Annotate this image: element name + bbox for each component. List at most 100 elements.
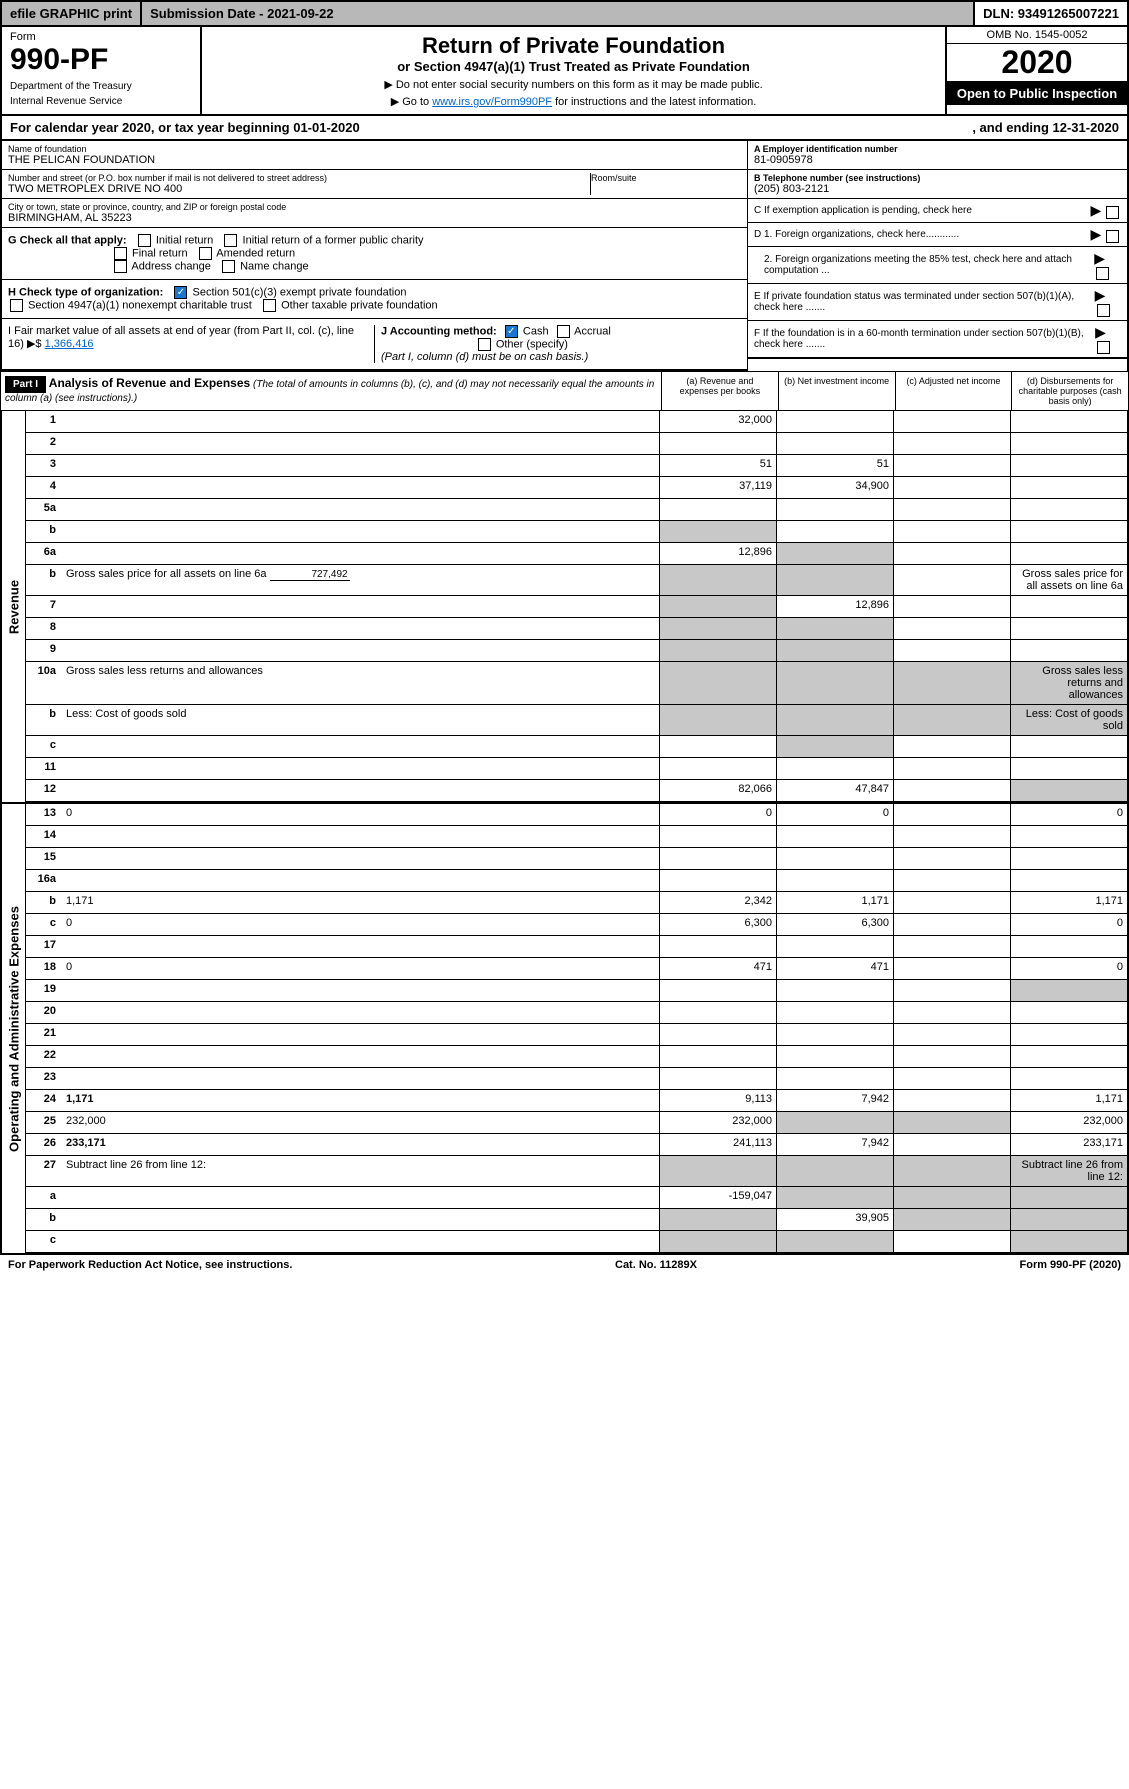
cb-accrual[interactable]: [557, 325, 570, 338]
row-desc: [62, 1187, 659, 1208]
row-num: 3: [26, 455, 62, 476]
cb-cash[interactable]: [505, 325, 518, 338]
cb-c[interactable]: [1106, 206, 1119, 219]
row-desc: 1,171: [62, 1090, 659, 1111]
dept-treasury: Department of the Treasury: [10, 81, 192, 92]
cell-d: 1,171: [1010, 1090, 1127, 1111]
i-value[interactable]: 1,366,416: [45, 338, 94, 350]
expenses-text: Operating and Administrative Expenses: [6, 906, 21, 1152]
cal-right: , and ending 12-31-2020: [972, 120, 1119, 135]
table-row: 6a12,896: [26, 543, 1127, 565]
cell-b: [776, 736, 893, 757]
city-value: BIRMINGHAM, AL 35223: [8, 212, 741, 224]
cell-c: [893, 411, 1010, 432]
row-desc: 0: [62, 958, 659, 979]
row-num: 22: [26, 1046, 62, 1067]
cell-c: [893, 596, 1010, 617]
row-desc: [62, 980, 659, 1001]
tel-value: (205) 803-2121: [754, 183, 1121, 195]
addr-value: TWO METROPLEX DRIVE NO 400: [8, 183, 590, 195]
cb-d2[interactable]: [1096, 267, 1109, 280]
cell-d: Subtract line 26 from line 12:: [1010, 1156, 1127, 1186]
cell-b: [776, 870, 893, 891]
e-row: E If private foundation status was termi…: [748, 284, 1127, 321]
cb-4947[interactable]: [10, 299, 23, 312]
table-row: 10aGross sales less returns and allowanc…: [26, 662, 1127, 705]
cell-c: [893, 1068, 1010, 1089]
cell-c: [893, 1024, 1010, 1045]
dln-label: DLN: 93491265007221: [975, 2, 1127, 25]
cell-b: [776, 499, 893, 520]
cell-c: [893, 914, 1010, 935]
cell-c: [893, 1187, 1010, 1208]
form-note-2: ▶ Go to www.irs.gov/Form990PF for instru…: [208, 95, 939, 108]
row-num: 11: [26, 758, 62, 779]
cell-a: [659, 870, 776, 891]
cb-address[interactable]: [114, 260, 127, 273]
cell-d: [1010, 618, 1127, 639]
cb-f[interactable]: [1097, 341, 1110, 354]
j-label: J Accounting method:: [381, 325, 497, 337]
cell-a: [659, 1209, 776, 1230]
e-arrow-box: ▶: [1095, 287, 1121, 317]
cell-b: [776, 1187, 893, 1208]
cell-a: [659, 499, 776, 520]
footer-right: Form 990-PF (2020): [1020, 1259, 1121, 1271]
h-check-row: H Check type of organization: Section 50…: [2, 280, 747, 319]
efile-label[interactable]: efile GRAPHIC print: [2, 2, 142, 25]
cb-other-acct[interactable]: [478, 338, 491, 351]
cell-a: [659, 1002, 776, 1023]
expenses-rows: 130000141516ab1,1712,3421,1711,171c06,30…: [26, 804, 1127, 1253]
row-num: c: [26, 1231, 62, 1252]
irs-link[interactable]: www.irs.gov/Form990PF: [432, 96, 552, 108]
info-grid: Name of foundation THE PELICAN FOUNDATIO…: [0, 141, 1129, 371]
part1-header-row: Part I Analysis of Revenue and Expenses …: [0, 371, 1129, 411]
table-row: 1282,06647,847: [26, 780, 1127, 802]
table-row: 26233,171241,1137,942233,171: [26, 1134, 1127, 1156]
cell-c: [893, 521, 1010, 542]
cell-a: 9,113: [659, 1090, 776, 1111]
cal-left: For calendar year 2020, or tax year begi…: [10, 120, 972, 135]
cell-b: 0: [776, 804, 893, 825]
cb-initial[interactable]: [138, 234, 151, 247]
cb-e[interactable]: [1097, 304, 1110, 317]
row-desc: Less: Cost of goods sold: [62, 705, 659, 735]
row-num: a: [26, 1187, 62, 1208]
revenue-text: Revenue: [6, 579, 21, 633]
cell-a: [659, 565, 776, 595]
row-num: 20: [26, 1002, 62, 1023]
cell-b: [776, 433, 893, 454]
h-label: H Check type of organization:: [8, 286, 163, 298]
row-num: 14: [26, 826, 62, 847]
cb-d1[interactable]: [1106, 230, 1119, 243]
table-row: c: [26, 1231, 1127, 1253]
cell-c: [893, 958, 1010, 979]
cell-d: [1010, 499, 1127, 520]
c-label: C If exemption application is pending, c…: [754, 205, 972, 216]
cb-amended[interactable]: [199, 247, 212, 260]
cell-b: [776, 1068, 893, 1089]
addr-label: Number and street (or P.O. box number if…: [8, 173, 590, 183]
cb-final[interactable]: [114, 247, 127, 260]
cb-501c3[interactable]: [174, 286, 187, 299]
cell-a: 12,896: [659, 543, 776, 564]
table-row: 17: [26, 936, 1127, 958]
c-row: C If exemption application is pending, c…: [748, 199, 1127, 223]
tel-label: B Telephone number (see instructions): [754, 173, 1121, 183]
cell-c: [893, 780, 1010, 801]
j-cell: J Accounting method: Cash Accrual Other …: [375, 325, 741, 363]
cell-d: [1010, 521, 1127, 542]
ij-row: I Fair market value of all assets at end…: [2, 319, 747, 371]
row-num: c: [26, 736, 62, 757]
cb-namechg[interactable]: [222, 260, 235, 273]
form-note-1: ▶ Do not enter social security numbers o…: [208, 78, 939, 91]
cell-d: [1010, 543, 1127, 564]
cell-b: 47,847: [776, 780, 893, 801]
cb-initial-former[interactable]: [224, 234, 237, 247]
expenses-section: Operating and Administrative Expenses 13…: [0, 804, 1129, 1255]
table-row: 21: [26, 1024, 1127, 1046]
cell-c: [893, 1134, 1010, 1155]
cell-a: [659, 662, 776, 704]
row-num: 26: [26, 1134, 62, 1155]
cb-other-tax[interactable]: [263, 299, 276, 312]
